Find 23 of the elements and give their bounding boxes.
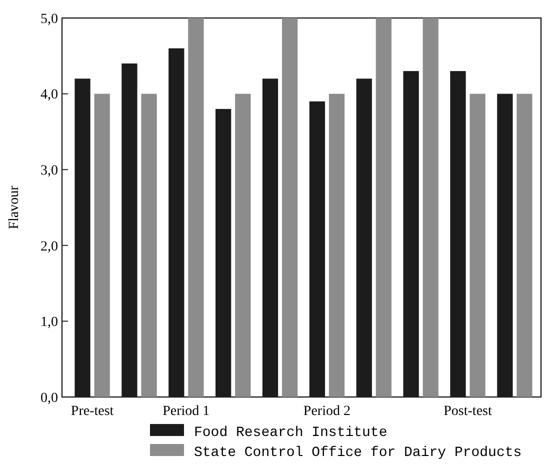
bar xyxy=(94,94,110,397)
y-tick-label: 2,0 xyxy=(40,239,58,254)
y-tick-label: 5,0 xyxy=(40,12,58,27)
bar xyxy=(516,94,532,397)
bar xyxy=(470,94,486,397)
y-tick-label: 0,0 xyxy=(40,390,58,406)
bar xyxy=(282,18,298,397)
x-tick-label: Post-test xyxy=(444,404,492,419)
x-tick-label: Period 2 xyxy=(303,404,350,419)
legend-label: State Control Office for Dairy Products xyxy=(194,444,522,461)
y-tick-label: 3,0 xyxy=(40,164,58,178)
x-tick-label: Period 1 xyxy=(162,404,210,419)
y-axis-title: Flavour xyxy=(7,185,22,230)
x-tick-label: Pre-test xyxy=(70,404,114,419)
bar xyxy=(328,94,345,397)
legend-label: Food Research Institute xyxy=(194,424,388,441)
bar xyxy=(235,94,251,397)
bar xyxy=(376,18,392,397)
bar xyxy=(188,18,204,397)
bar xyxy=(141,94,157,397)
y-tick-label: 1,0 xyxy=(40,315,58,330)
bar xyxy=(422,18,438,397)
y-tick-label: 4,0 xyxy=(40,88,58,103)
